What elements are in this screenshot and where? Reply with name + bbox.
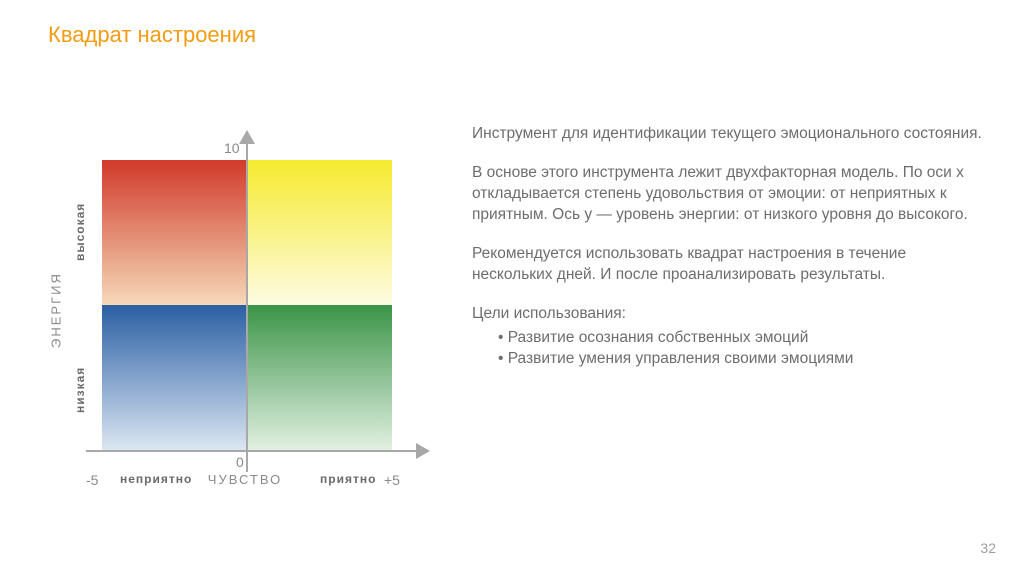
y-axis-max-tick: 10	[224, 140, 240, 156]
y-axis-title: ЭНЕРГИЯ	[46, 170, 66, 450]
page-title: Квадрат настроения	[48, 22, 256, 48]
y-axis-label-low: низкая	[70, 330, 90, 450]
goals-list: Развитие осознания собственных эмоций Ра…	[472, 328, 982, 370]
x-axis-arrow-icon	[416, 443, 430, 459]
quadrant-bottom-left	[102, 305, 247, 450]
paragraph-3: Рекомендуется использовать квадрат настр…	[472, 244, 982, 286]
x-axis-label-right: приятно	[320, 472, 376, 486]
slide: Квадрат настроения ЭНЕРГИЯ высокая низка…	[0, 0, 1024, 574]
y-axis-arrow-icon	[239, 130, 255, 144]
quadrant-top-left	[102, 160, 247, 305]
list-item: Развитие умения управления своими эмоция…	[498, 349, 982, 370]
quadrant-bottom-right	[247, 305, 392, 450]
y-axis-line	[246, 138, 248, 472]
mood-square-chart: ЭНЕРГИЯ высокая низкая 10 0 -5 +5 ЧУВСТВ…	[40, 120, 450, 520]
paragraph-1: Инструмент для идентификации текущего эм…	[472, 124, 982, 145]
x-axis-label-left: неприятно	[120, 472, 192, 486]
paragraph-4: Цели использования:	[472, 304, 982, 325]
x-axis-min-tick: -5	[86, 472, 98, 488]
x-axis-title: ЧУВСТВО	[170, 472, 320, 487]
y-axis-zero-tick: 0	[236, 454, 244, 470]
list-item: Развитие осознания собственных эмоций	[498, 328, 982, 349]
paragraph-2: В основе этого инструмента лежит двухфак…	[472, 163, 982, 226]
y-axis-label-high: высокая	[70, 172, 90, 292]
quadrant-top-right	[247, 160, 392, 305]
description-text: Инструмент для идентификации текущего эм…	[472, 124, 982, 370]
x-axis-line	[86, 450, 420, 452]
x-axis-max-tick: +5	[384, 472, 400, 488]
page-number: 32	[980, 540, 996, 556]
